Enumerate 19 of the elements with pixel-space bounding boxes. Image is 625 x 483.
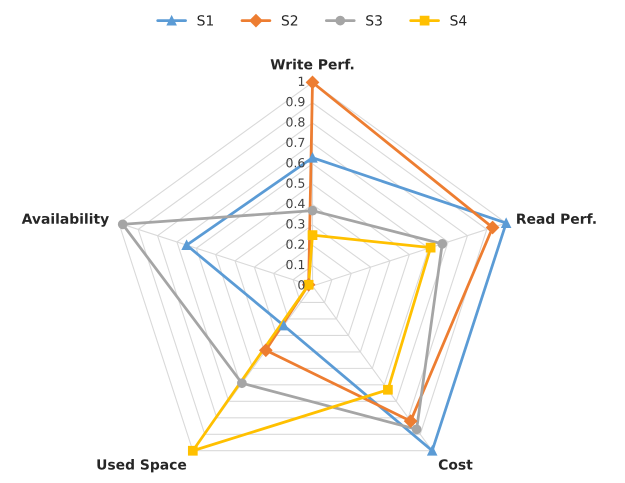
spoke-label: Write Perf. (270, 58, 354, 70)
y-tick-label: 0.1 (286, 260, 304, 270)
y-tick-label: 1 (298, 76, 304, 86)
spoke-label: Used Space (97, 458, 186, 472)
spoke-label: Availability (22, 213, 109, 227)
legend-label: S2 (282, 15, 298, 26)
y-tick-label: 0.2 (286, 239, 304, 249)
y-tick-label: 0.7 (286, 138, 304, 148)
y-tick-label: 0.4 (286, 198, 305, 208)
y-tick-label: 0.6 (286, 158, 305, 168)
legend-label: S3 (366, 15, 382, 26)
legend-label: S4 (450, 15, 466, 26)
y-tick-label: 0.5 (286, 178, 304, 188)
legend-label: S1 (198, 15, 214, 26)
y-tick-label: 0.3 (286, 219, 304, 229)
spoke-label: Read Perf. (517, 213, 596, 224)
y-tick-label: 0.8 (286, 117, 305, 127)
y-tick-label: 0.9 (286, 96, 304, 106)
spoke-label: Cost (438, 459, 472, 470)
